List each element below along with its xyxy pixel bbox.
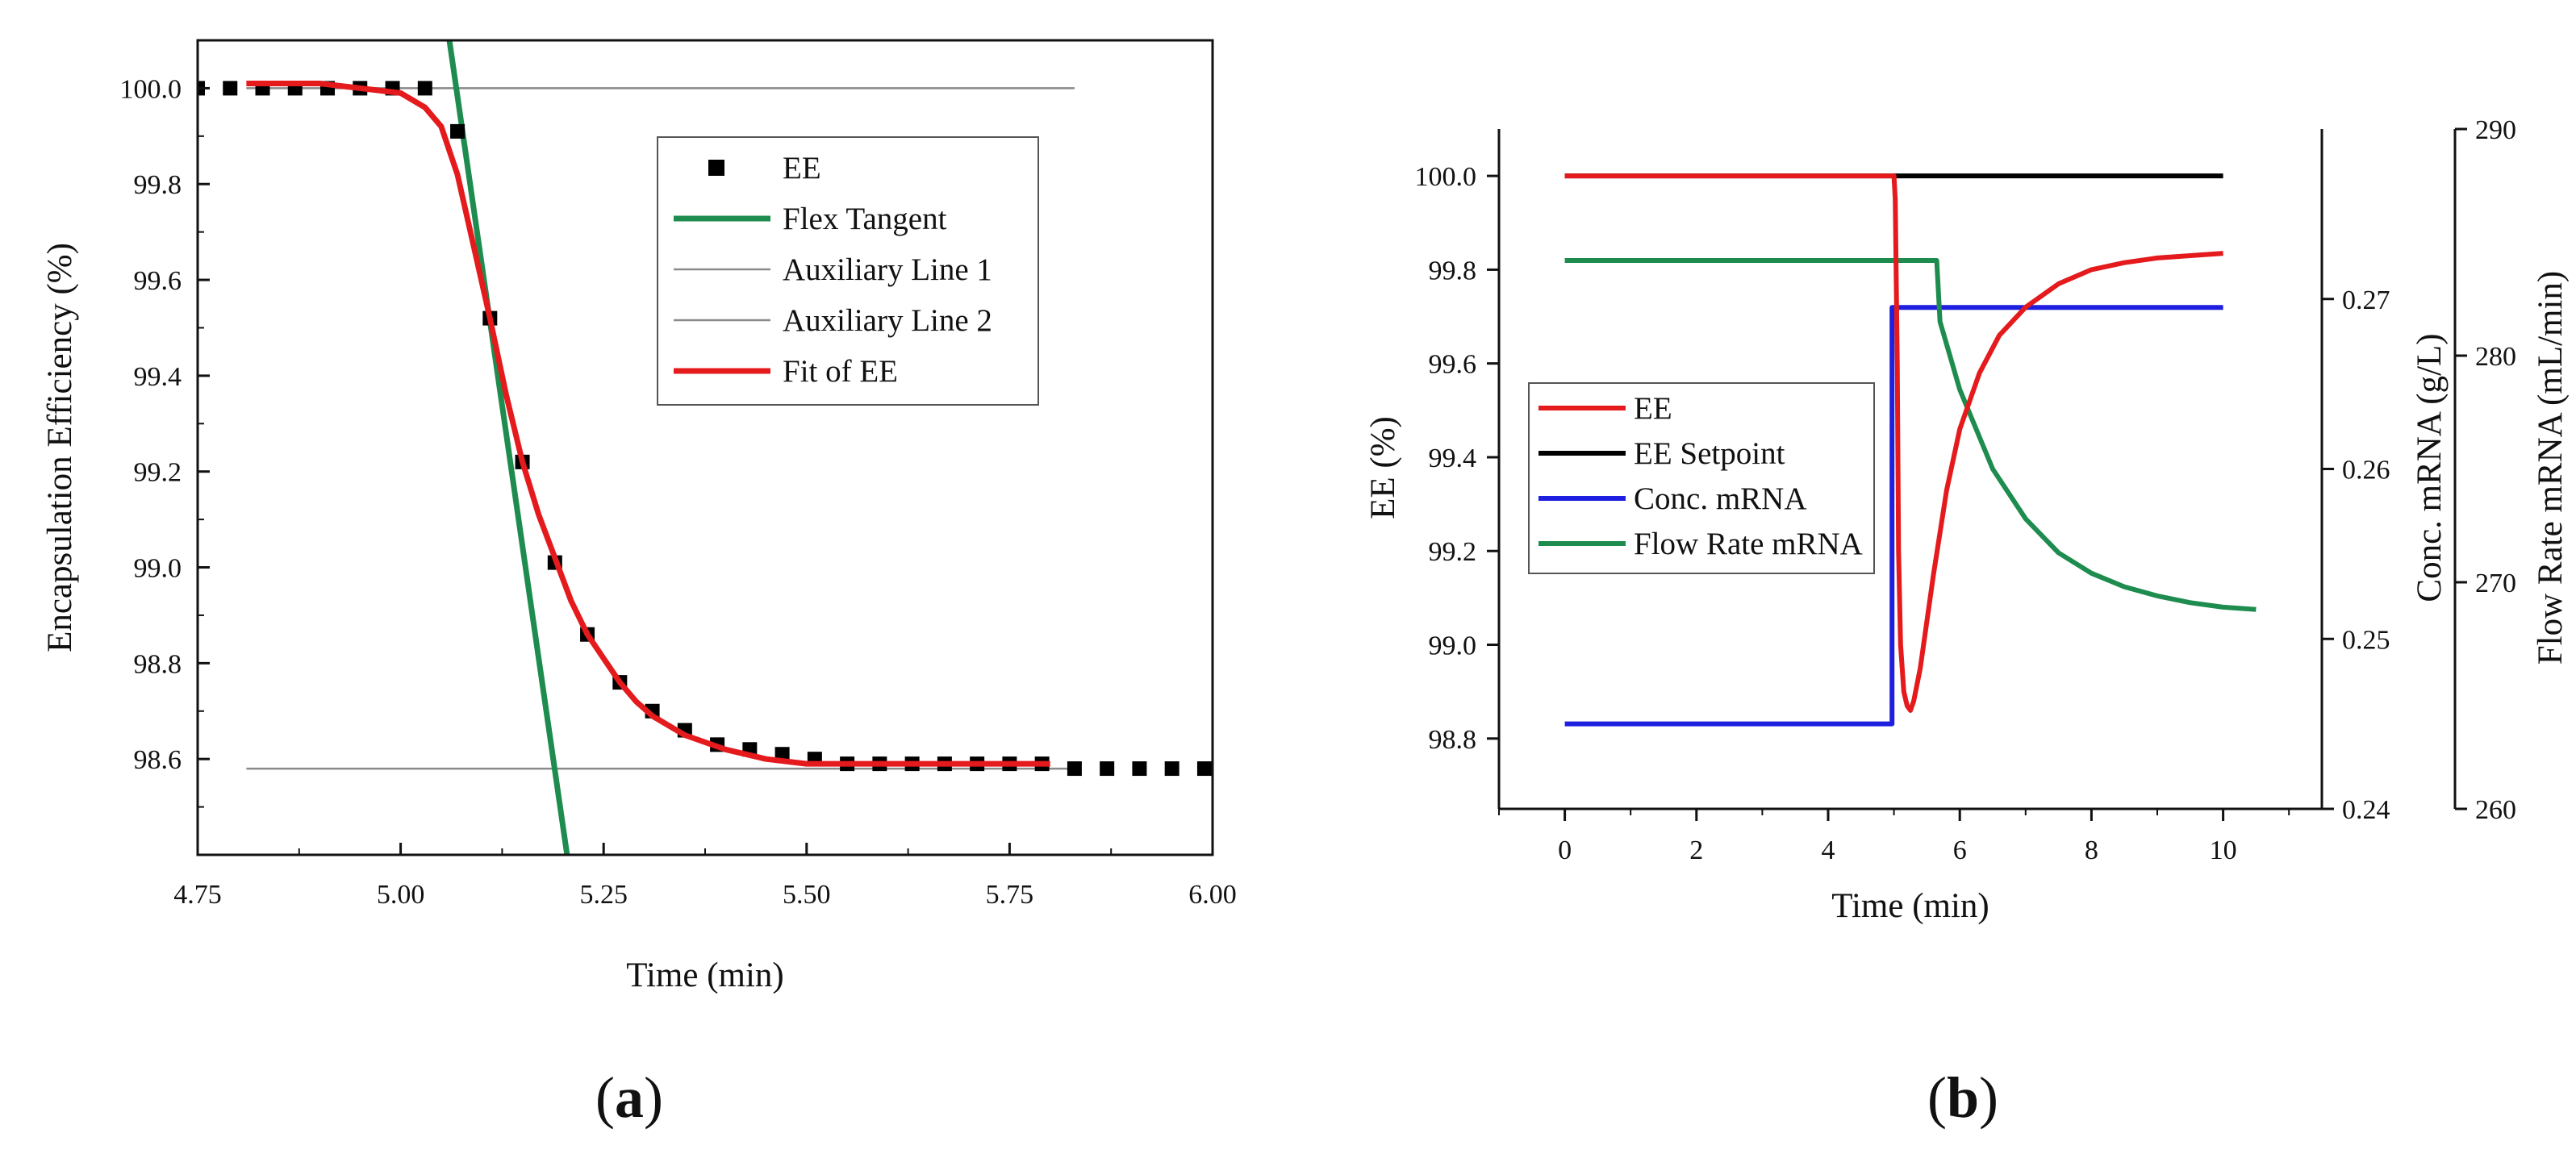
- panel-b-x-ticks: 0 2 4 6 8 10: [1498, 809, 2290, 865]
- panel-b-legend-label-conc-mrna: Conc. mRNA: [1634, 481, 1807, 516]
- panel-a-fit-of-ee-line: [246, 81, 1050, 767]
- panel-b-y-tick-label: 99.8: [1429, 256, 1477, 285]
- panel-b-label-open: (: [1927, 1065, 1947, 1130]
- panel-a-series-group: [198, 40, 1212, 855]
- panel-a-x-axis-label: Time (min): [626, 956, 784, 994]
- panel-b-legend: EE EE Setpoint Conc. mRNA Flow Rate mRNA: [1528, 382, 1875, 574]
- panel-a-label: (a): [595, 1065, 663, 1130]
- panel-a-label-letter: a: [615, 1065, 644, 1130]
- panel-b-x-axis-label: Time (min): [1831, 887, 1989, 925]
- panel-a-legend-label-auxiliary-line-1: Auxiliary Line 1: [783, 252, 992, 287]
- panel-a-ee-point: [417, 81, 432, 96]
- panel-b-chart: 0 2 4 6 8 10 98.8 99.0 99.2 99.4 99.6 99.8 100.0 0.…: [1364, 115, 2570, 1130]
- panel-a-legend-box: [657, 136, 1039, 406]
- panel-a-legend-label-flex-tangent: Flex Tangent: [783, 202, 947, 236]
- panel-b-y3-ticks: 260 270 280 290: [2455, 115, 2516, 825]
- panel-a-x-tick-label: 4.75: [173, 880, 222, 910]
- panel-b-y-ticks: 98.8 99.0 99.2 99.4 99.6 99.8 100.0: [1415, 162, 1499, 755]
- panel-a-y-tick-label: 98.6: [134, 745, 182, 775]
- panel-a-y-tick-label: 99.0: [134, 554, 182, 584]
- panel-a-x-tick-label: 6.00: [1188, 880, 1237, 910]
- panel-a-chart: 4.75 5.00 5.25 5.50 5.75 6.00 98.6 98.8 99.0 99.…: [41, 39, 1237, 1130]
- panel-b-y2-axis-label: Conc. mRNA (g/L): [2411, 333, 2449, 602]
- panel-b-x-tick-label: 6: [1953, 835, 1967, 865]
- panel-b-y-tick-label: 99.2: [1429, 537, 1477, 567]
- panel-a-x-tick-label: 5.25: [579, 880, 628, 910]
- panel-b-y-tick-label: 99.6: [1429, 350, 1477, 380]
- panel-a-x-ticks: 4.75 5.00 5.25 5.50 5.75 6.00: [173, 843, 1237, 910]
- panel-a-x-tick-label: 5.00: [377, 880, 425, 910]
- panel-a-legend-label-fit-of-ee: Fit of EE: [783, 354, 898, 389]
- panel-b-label-letter: b: [1947, 1065, 1979, 1130]
- panel-b-y-axis-label: EE (%): [1364, 416, 1402, 519]
- panel-b-x-tick-label: 0: [1558, 835, 1572, 865]
- panel-a-legend-label-ee: EE: [783, 151, 821, 185]
- panel-a-legend-label-auxiliary-line-2: Auxiliary Line 2: [783, 303, 992, 338]
- panel-b-y3-tick-label: 280: [2475, 342, 2516, 372]
- panel-a-ee-point: [1196, 761, 1212, 777]
- panel-a-y-tick-label: 99.4: [134, 362, 182, 392]
- panel-b-conc-mrna-line: [1564, 305, 2223, 727]
- panel-b-flow-rate-mrna-line: [1564, 258, 2257, 612]
- panel-a-plot-area: [198, 40, 1212, 855]
- panel-b-x-tick-label: 8: [2085, 835, 2098, 865]
- panel-a-ee-point: [1067, 761, 1082, 777]
- panel-b-y2-tick-label: 0.26: [2342, 456, 2390, 485]
- panel-a-ee-point: [450, 123, 466, 139]
- panel-b-y3-axis-label: Flow Rate mRNA (mL/min): [2532, 271, 2570, 665]
- panel-a-y-tick-label: 98.8: [134, 649, 182, 679]
- panel-b-x-tick-label: 4: [1822, 835, 1835, 865]
- panel-b-x-tick-label: 10: [2210, 835, 2237, 865]
- panel-a-y-ticks: 98.6 98.8 99.0 99.2 99.4 99.6 99.8 100.0: [120, 74, 210, 808]
- panel-b-y2-tick-label: 0.25: [2342, 625, 2390, 655]
- panel-a-y-tick-label: 100.0: [120, 74, 182, 104]
- panel-b-legend-label-ee-setpoint: EE Setpoint: [1634, 436, 1785, 471]
- panel-b-y-tick-label: 99.0: [1429, 631, 1477, 661]
- panel-b-y2-ticks: 0.24 0.25 0.26 0.27: [2322, 285, 2390, 825]
- panel-b-plot-area: [1564, 173, 2257, 727]
- panel-a-ee-point: [1100, 761, 1115, 777]
- panel-a-y-axis-label: Encapsulation Efficiency (%): [41, 243, 79, 652]
- panel-b-y3-tick-label: 270: [2475, 569, 2516, 598]
- panel-a-flex-tangent-line: [446, 40, 570, 855]
- panel-b-y3-tick-label: 260: [2475, 795, 2516, 825]
- panel-b-y2-tick-label: 0.27: [2342, 285, 2390, 315]
- panel-b-label: (b): [1927, 1065, 1998, 1130]
- panel-a-x-tick-label: 5.75: [986, 880, 1034, 910]
- panel-a-ee-point: [223, 81, 238, 96]
- panel-b-series-group: [1564, 173, 2257, 727]
- panel-a-y-tick-label: 99.8: [134, 170, 182, 200]
- panel-b-y-tick-label: 98.8: [1429, 725, 1477, 755]
- panel-b-ee-line: [1564, 173, 2223, 713]
- panel-b-y-tick-label: 100.0: [1415, 162, 1477, 192]
- panel-b-y2-tick-label: 0.24: [2342, 795, 2390, 825]
- panel-a-label-close: ): [644, 1065, 663, 1130]
- panel-a-ee-point: [1132, 761, 1147, 777]
- panel-b-legend-label-ee: EE: [1634, 391, 1672, 426]
- panel-b-legend-label-flow-rate-mrna: Flow Rate mRNA: [1634, 527, 1863, 561]
- panel-a-label-open: (: [595, 1065, 615, 1130]
- panel-a-legend: EE Flex Tangent Auxiliary Line 1 Auxiliary …: [657, 136, 1039, 406]
- panel-b-x-tick-label: 2: [1689, 835, 1703, 865]
- panel-b-label-close: ): [1979, 1065, 1998, 1130]
- panel-b-y-tick-label: 99.4: [1429, 444, 1477, 473]
- panel-a-y-tick-label: 99.2: [134, 458, 182, 488]
- panel-a-x-tick-label: 5.50: [783, 880, 831, 910]
- panel-a-legend-swatch-ee: [708, 160, 724, 176]
- panel-b-y3-tick-label: 290: [2475, 115, 2516, 145]
- panel-a-y-tick-label: 99.6: [134, 266, 182, 296]
- panel-a-ee-point: [1164, 761, 1179, 777]
